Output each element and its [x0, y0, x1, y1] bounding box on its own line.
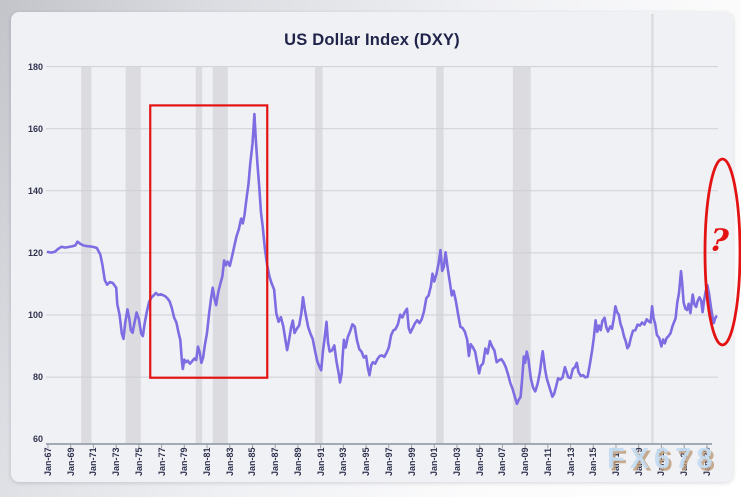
x-tick-label: Jan-13	[565, 447, 576, 476]
x-tick-label: Jan-85	[247, 447, 258, 476]
x-tick-label: Jan-77	[156, 447, 167, 476]
x-tick-label: Jan-91	[315, 447, 326, 476]
x-tick-label: Jan-09	[520, 447, 531, 476]
y-tick-label: 140	[27, 185, 43, 196]
x-tick-label: Jan-97	[383, 447, 394, 476]
x-tick-label: Jan-99	[406, 447, 417, 476]
recession-band	[125, 66, 141, 444]
recession-band	[81, 66, 92, 444]
x-tick-label: Jan-01	[429, 447, 440, 476]
x-tick-label: Jan-07	[497, 447, 508, 476]
question-ellipse-annotation	[703, 157, 741, 347]
x-tick-label: Jan-83	[224, 447, 235, 476]
y-tick-label: 60	[32, 434, 43, 445]
recession-band	[651, 14, 654, 444]
y-tick-label: 160	[27, 123, 43, 134]
question-mark-annotation: ?	[708, 222, 731, 260]
x-tick-label: Jan-03	[451, 447, 462, 476]
recession-band	[195, 66, 203, 444]
y-tick-label: 80	[32, 372, 43, 383]
x-tick-label: Jan-75	[133, 447, 144, 476]
x-tick-label: Jan-73	[111, 447, 122, 476]
x-tick-label: Jan-11	[542, 447, 553, 476]
chart-title: US Dollar Index (DXY)	[284, 31, 460, 49]
x-tick-label: Jan-89	[292, 447, 303, 476]
y-tick-label: 100	[27, 310, 43, 320]
dxy-line	[46, 112, 718, 406]
x-tick-label: Jan-87	[270, 447, 281, 476]
watermark: FX678	[607, 443, 718, 475]
x-tick-label: Jan-69	[65, 447, 76, 476]
x-tick-label: Jan-79	[179, 447, 190, 476]
y-tick-label: 120	[27, 247, 43, 258]
x-tick-label: Jan-05	[474, 447, 485, 476]
recession-band	[314, 66, 323, 444]
x-tick-label: Jan-67	[43, 447, 53, 476]
highlight-rect-annotation	[149, 104, 269, 379]
x-tick-label: Jan-15	[588, 447, 599, 476]
x-tick-label: Jan-81	[202, 447, 213, 476]
recession-band	[212, 66, 228, 444]
x-tick-label: Jan-93	[338, 447, 349, 476]
x-tick-label: Jan-95	[361, 447, 372, 476]
x-tick-label: Jan-71	[88, 447, 99, 476]
recession-band	[512, 66, 531, 444]
y-tick-label: 180	[27, 61, 43, 72]
